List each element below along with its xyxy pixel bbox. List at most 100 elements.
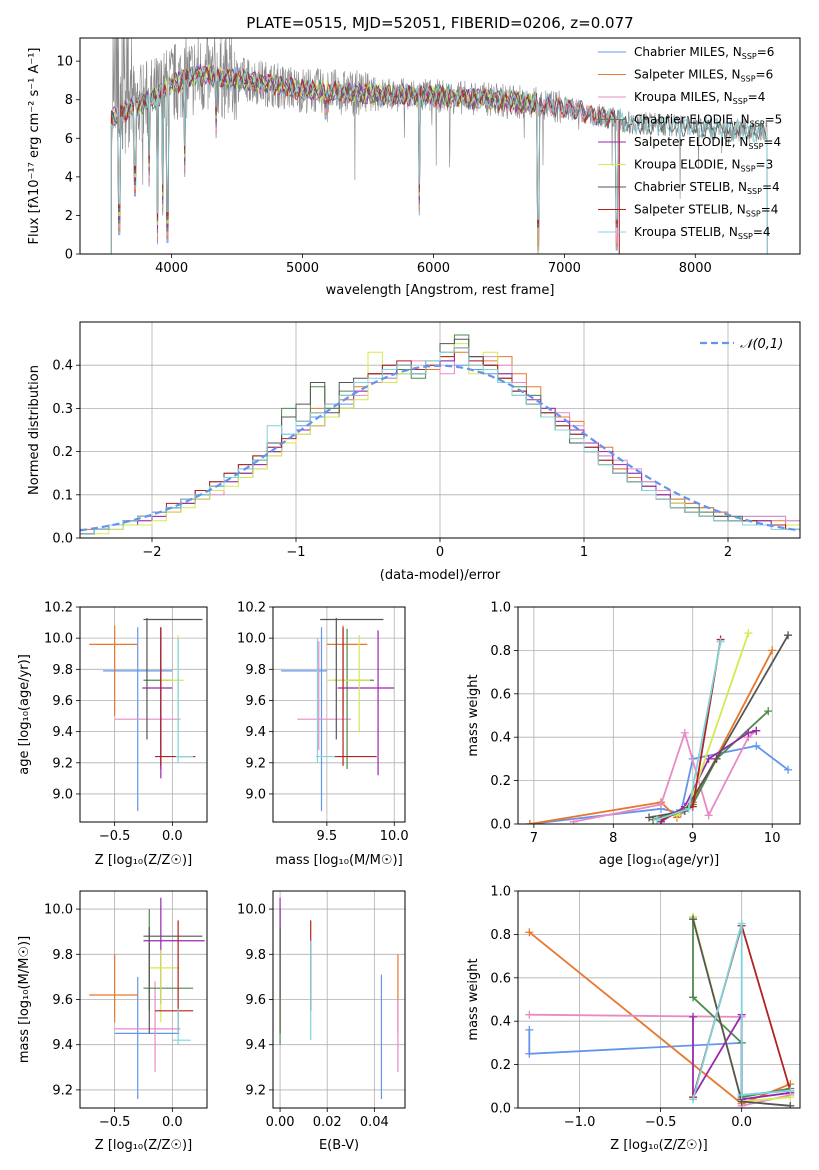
weight-line xyxy=(528,1029,791,1096)
weight-vs-z-axes: −1.0 −0.5 0.0 0.0 0.2 0.4 0.6 0.8 1.0 Z [log₁₀(Z/… xyxy=(466,885,801,1153)
legend-entry: Salpeter MILES, NSSP=6 xyxy=(634,68,773,84)
legend-entry-sub: SSP xyxy=(747,187,762,196)
legend-entry-sub: SSP xyxy=(733,97,748,106)
y-tick-label: 0.2 xyxy=(490,1058,511,1073)
y-tick-label: 9.8 xyxy=(52,948,73,963)
legend-entry-sub: SSP xyxy=(742,52,757,61)
weight-marker xyxy=(656,800,665,809)
y-tick-label: 10.2 xyxy=(44,601,73,616)
age-vs-z-axes: −0.5 0.0 9.0 9.2 9.4 9.6 9.8 10.0 10.2 Z [log₁₀(Z… xyxy=(17,601,208,868)
y-tick-label: 9.6 xyxy=(52,694,73,709)
legend-entry: 𝒩(0,1) xyxy=(740,337,783,352)
x-tick-label: 4000 xyxy=(155,261,188,276)
y-tick-label: 0.0 xyxy=(490,1102,511,1117)
y-tick-label: 9.0 xyxy=(245,787,266,802)
legend-entry-name: Kroupa STELIB, N xyxy=(634,225,738,239)
legend-entry-name: Chabrier STELIB, N xyxy=(634,180,747,194)
legend-entry-tail: =4 xyxy=(748,90,766,104)
legend-entry: Salpeter ELODIE, NSSP=4 xyxy=(634,135,781,151)
x-tick-label: 7000 xyxy=(548,261,581,276)
weight-line xyxy=(529,1013,791,1107)
y-tick-label: 10.0 xyxy=(237,632,266,647)
axes-frame xyxy=(272,890,406,1109)
x-axis-label: (data-model)/error xyxy=(380,568,501,583)
weight-marker xyxy=(525,1049,534,1058)
axes-frame xyxy=(272,606,406,823)
legend-entry-tail: =6 xyxy=(756,68,774,82)
weight-line xyxy=(692,923,791,1100)
legend-entry-name: Salpeter ELODIE, N xyxy=(634,135,748,149)
y-tick-label: 10.0 xyxy=(44,632,73,647)
x-tick-label: 1 xyxy=(580,545,588,560)
x-tick-label: 0.0 xyxy=(162,829,183,844)
legend-entry-tail: =3 xyxy=(756,158,774,172)
y-axis-label: Flux [fλ10⁻¹⁷ erg cm⁻² s⁻¹ A⁻¹] xyxy=(27,48,42,245)
x-axis-label: Z [log₁₀(Z/Z☉)] xyxy=(95,853,192,868)
y-tick-label: 9.2 xyxy=(52,756,73,771)
legend-entry-name: Kroupa ELODIE, N xyxy=(634,158,741,172)
x-tick-label: 0.0 xyxy=(731,1115,752,1130)
x-axis-label: Z [log₁₀(Z/Z☉)] xyxy=(610,1138,707,1153)
y-tick-label: 9.8 xyxy=(245,948,266,963)
axes-frame xyxy=(517,606,801,825)
legend-entry: Chabrier ELODIE, NSSP=5 xyxy=(634,113,782,129)
mass-vs-ebv-axes: 0.00 0.02 0.04 9.2 9.4 9.6 9.8 10.0 E(B-V) xyxy=(237,890,406,1153)
y-tick-label: 9.8 xyxy=(245,663,266,678)
weight-vs-z-plot-area xyxy=(525,913,795,1108)
y-tick-label: 9.6 xyxy=(52,993,73,1008)
y-tick-label: 9.2 xyxy=(245,1083,266,1098)
weight-marker xyxy=(764,707,773,716)
y-tick-label: 0.4 xyxy=(490,1015,511,1030)
weight-marker xyxy=(737,1090,746,1099)
legend-entry-sub: SSP xyxy=(746,210,761,219)
y-axis-label: mass weight xyxy=(466,674,481,756)
weight-marker xyxy=(704,811,713,820)
x-tick-label: 10.0 xyxy=(380,829,409,844)
x-tick-label: 9.5 xyxy=(317,829,338,844)
weight-vs-age-plot-area xyxy=(525,629,793,824)
x-axis-label: wavelength [Angstrom, rest frame] xyxy=(326,283,555,298)
axes-frame xyxy=(79,37,801,255)
legend-entry-name: Chabrier MILES, N xyxy=(634,45,742,59)
weight-line xyxy=(529,744,789,824)
weight-marker xyxy=(645,813,654,822)
y-axis-label: mass [log₁₀(M/M☉)] xyxy=(17,936,32,1063)
weight-marker xyxy=(689,993,698,1002)
x-tick-label: 8 xyxy=(609,831,617,846)
weight-marker xyxy=(525,820,534,824)
y-tick-label: 0.6 xyxy=(490,687,511,702)
legend-entry-tail: =5 xyxy=(765,113,783,127)
weight-marker xyxy=(712,754,721,763)
x-tick-label: 0 xyxy=(436,545,444,560)
weight-line xyxy=(648,634,789,819)
weight-marker xyxy=(784,765,793,774)
x-tick-label: 6000 xyxy=(417,261,450,276)
residuals-plot-area xyxy=(80,334,800,538)
legend-entry-name: Chabrier ELODIE, N xyxy=(634,113,750,127)
y-tick-label: 0 xyxy=(65,248,73,263)
legend-entry-sub: SSP xyxy=(741,165,756,174)
y-tick-label: 10.0 xyxy=(237,903,266,918)
y-tick-label: 0.2 xyxy=(490,774,511,789)
y-tick-label: 9.4 xyxy=(245,725,266,740)
y-tick-label: 9.8 xyxy=(52,663,73,678)
legend-entry-sub: SSP xyxy=(741,75,756,84)
x-tick-label: −0.5 xyxy=(645,1115,677,1130)
weight-marker xyxy=(737,919,746,928)
legend-entry-sub: SSP xyxy=(750,120,765,129)
y-tick-label: 9.4 xyxy=(245,1038,266,1053)
normal-curve xyxy=(80,364,800,532)
x-tick-label: 5000 xyxy=(286,261,319,276)
legend-entry: Kroupa MILES, NSSP=4 xyxy=(634,90,765,106)
legend-entry: Chabrier STELIB, NSSP=4 xyxy=(634,180,780,196)
y-tick-label: 0.0 xyxy=(490,818,511,833)
x-tick-label: 7 xyxy=(530,831,538,846)
mass-vs-z-plot-area xyxy=(89,897,205,1099)
model-spectrum-line xyxy=(110,66,620,254)
x-axis-label: Z [log₁₀(Z/Z☉)] xyxy=(95,1138,192,1153)
y-tick-label: 0.2 xyxy=(52,445,73,460)
y-tick-label: 0.1 xyxy=(52,488,73,503)
y-axis-label: Normed distribution xyxy=(27,365,42,495)
x-tick-label: 10 xyxy=(764,831,781,846)
